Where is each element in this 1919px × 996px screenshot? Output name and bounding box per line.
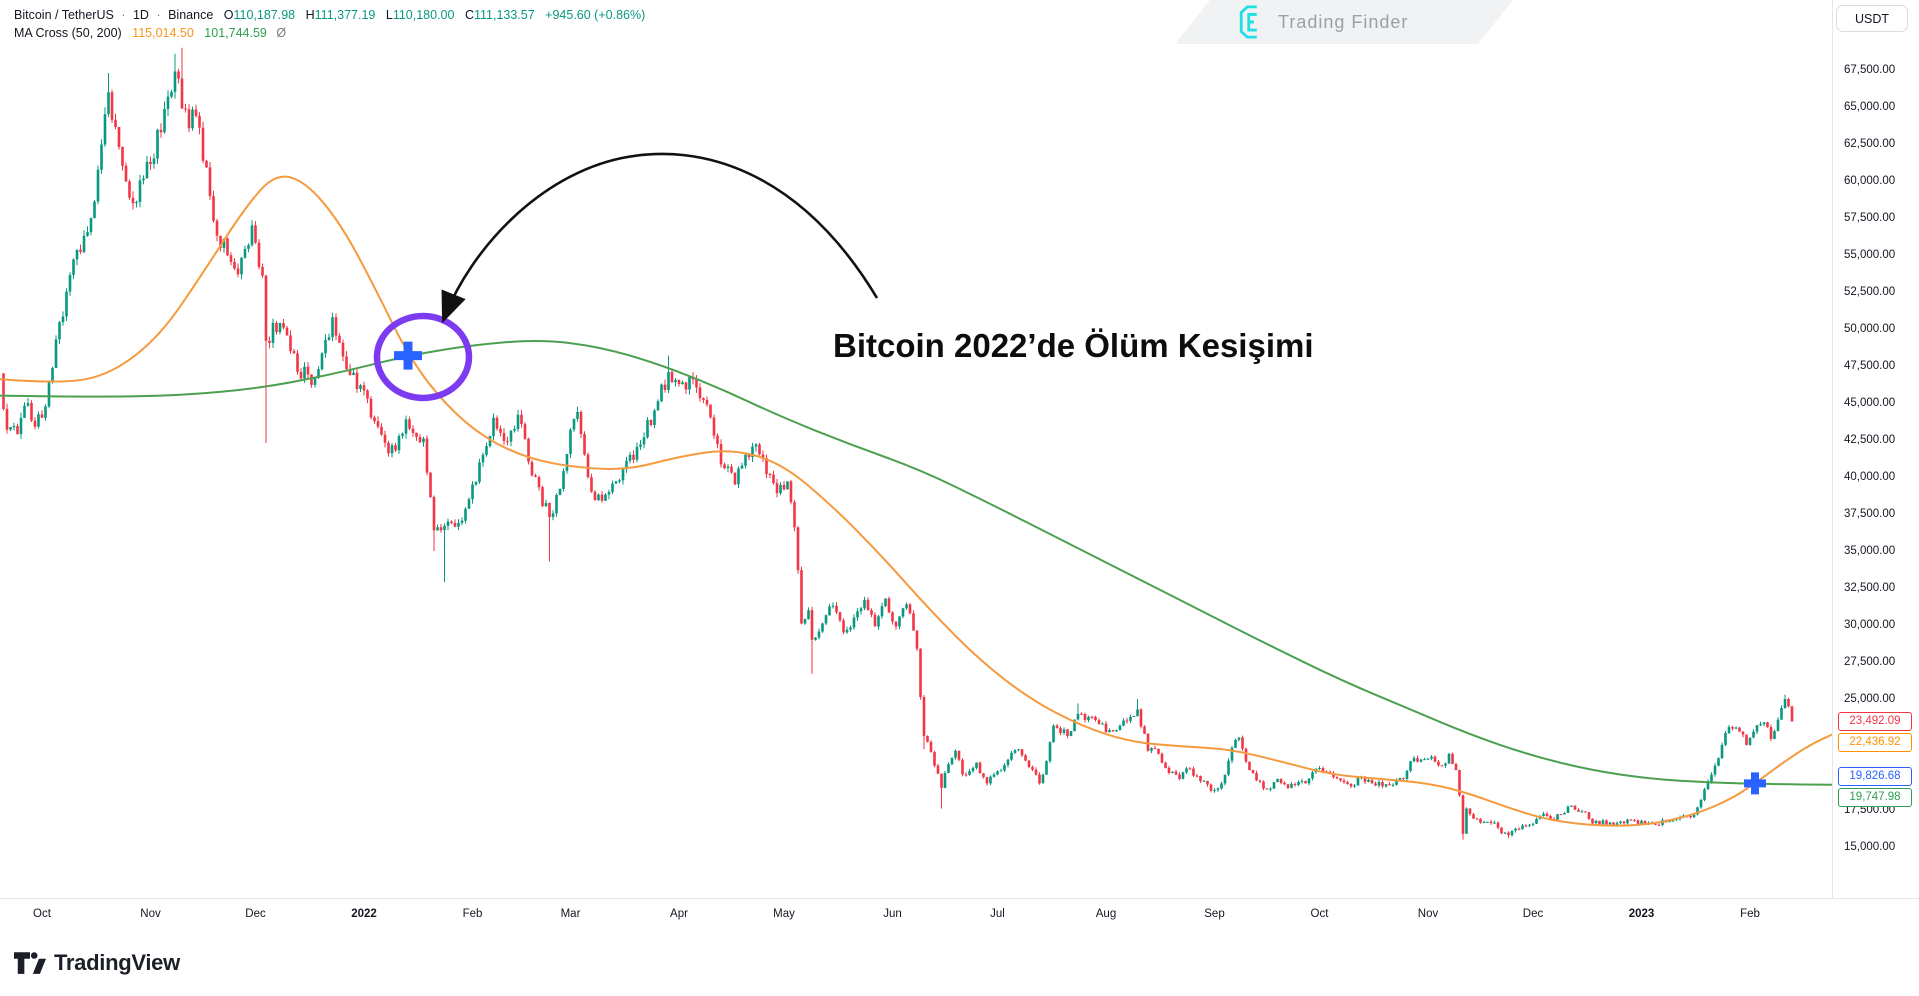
symbol-title[interactable]: Bitcoin / TetherUS — [14, 8, 114, 22]
ma-cross-legend-row[interactable]: MA Cross (50, 200) 115,014.50 101,744.59… — [14, 24, 645, 42]
time-tick-label: Apr — [670, 908, 688, 920]
time-tick-label: Jun — [883, 908, 902, 920]
high-key: H — [305, 8, 315, 22]
price-tick-label: 45,000.00 — [1844, 397, 1896, 409]
exchange-label: Binance — [168, 8, 214, 22]
currency-toggle-button[interactable]: USDT — [1836, 5, 1908, 32]
price-tick-label: 50,000.00 — [1844, 323, 1896, 335]
price-tick-label: 42,500.00 — [1844, 434, 1896, 446]
time-tick-label: Aug — [1095, 908, 1117, 920]
price-tick-label: 32,500.00 — [1844, 582, 1896, 594]
death-cross-circle — [373, 312, 473, 402]
time-tick-label: 2022 — [351, 908, 377, 920]
watermark-brand-label: Trading Finder — [1278, 11, 1409, 32]
time-tick-label: Jul — [990, 908, 1005, 920]
death-cross-annotation-text: Bitcoin 2022’de Ölüm Kesişimi — [833, 327, 1314, 364]
price-tick-label: 15,000.00 — [1844, 841, 1896, 853]
price-line-badge: 19,826.68 — [1838, 766, 1912, 786]
ma200-value: 101,744.59 — [204, 26, 267, 40]
price-line-badge: 23,492.09 — [1838, 712, 1912, 732]
low-value: 110,180.00 — [392, 8, 455, 22]
golden-cross-marker[interactable] — [1744, 772, 1766, 795]
time-tick-label: Nov — [1417, 908, 1439, 920]
price-tick-label: 35,000.00 — [1844, 545, 1896, 557]
time-tick-label: May — [773, 908, 795, 920]
time-tick-label: Feb — [462, 908, 483, 920]
price-tick-label: 67,500.00 — [1844, 64, 1896, 76]
annotation-arrow — [441, 152, 879, 324]
price-tick-label: 17,500.00 — [1844, 804, 1896, 816]
price-tick-label: 47,500.00 — [1844, 360, 1896, 372]
time-tick-label: Oct — [33, 908, 51, 920]
time-tick-label: Nov — [140, 908, 161, 920]
time-tick-label: Mar — [560, 908, 581, 920]
tradingview-footer-link[interactable]: TradingView — [14, 950, 180, 976]
price-axis[interactable]: 67,500.00 65,000.00 62,500.00 60,000.00 57,5… — [1832, 0, 1919, 903]
brand-watermark: Trading Finder — [1238, 0, 1408, 44]
price-line-badge: 19,747.98 — [1838, 787, 1912, 807]
price-tick-label: 37,500.00 — [1844, 508, 1896, 520]
symbol-legend-row[interactable]: Bitcoin / TetherUS · 1D · Binance O110,1… — [14, 8, 646, 22]
price-tick-label: 25,000.00 — [1844, 693, 1896, 705]
interval-label[interactable]: 1D — [132, 8, 149, 22]
tradingview-logo-icon — [14, 951, 46, 974]
time-tick-label: Dec — [1522, 908, 1544, 920]
time-tick-label: Oct — [1310, 908, 1329, 920]
trading-finder-icon — [1239, 5, 1257, 39]
open-key: O — [223, 8, 234, 22]
price-tick-label: 62,500.00 — [1844, 138, 1896, 150]
watermark-band — [1175, 0, 1513, 44]
time-tick-label: Dec — [245, 908, 266, 920]
low-key: L — [385, 8, 393, 22]
chart-pane[interactable] — [0, 0, 1833, 903]
ma50-value: 115,014.50 — [132, 26, 194, 40]
price-tick-label: 57,500.00 — [1844, 212, 1896, 224]
tradingview-brand-label: TradingView — [54, 950, 180, 975]
ma50-line[interactable] — [0, 175, 1833, 827]
price-tick-label: 52,500.00 — [1844, 286, 1896, 298]
price-tick-label: 55,000.00 — [1844, 249, 1896, 261]
price-line-badge: 22,436.92 — [1838, 733, 1912, 753]
time-axis[interactable]: Oct Nov Dec 2022 Feb Mar Apr May Jun Jul Aug Sep Oct… — [0, 898, 1919, 939]
death-cross-marker[interactable] — [394, 341, 422, 370]
ma-hide-icon[interactable]: Ø — [276, 26, 287, 40]
time-tick-label: Sep — [1204, 908, 1225, 920]
candlestick-chart[interactable] — [0, 0, 1833, 903]
price-tick-label: 65,000.00 — [1844, 101, 1896, 113]
close-key: C — [464, 8, 474, 22]
candles-series — [2, 47, 1794, 840]
close-value: 111,133.57 — [473, 8, 535, 22]
price-tick-label: 30,000.00 — [1844, 619, 1896, 631]
ma-cross-label[interactable]: MA Cross (50, 200) — [14, 26, 122, 40]
ma200-line[interactable] — [0, 340, 1833, 786]
high-value: 111,377.19 — [314, 8, 376, 22]
change-value: +945.60 (+0.86%) — [545, 8, 646, 22]
price-tick-label: 60,000.00 — [1844, 175, 1896, 187]
symbol-legend: Bitcoin / TetherUS · 1D · Binance O110,1… — [14, 6, 645, 42]
time-tick-label: Feb — [1740, 908, 1760, 920]
price-tick-label: 40,000.00 — [1844, 471, 1896, 483]
price-tick-label: 27,500.00 — [1844, 656, 1896, 668]
time-tick-label: 2023 — [1628, 908, 1655, 920]
open-value: 110,187.98 — [233, 8, 296, 22]
